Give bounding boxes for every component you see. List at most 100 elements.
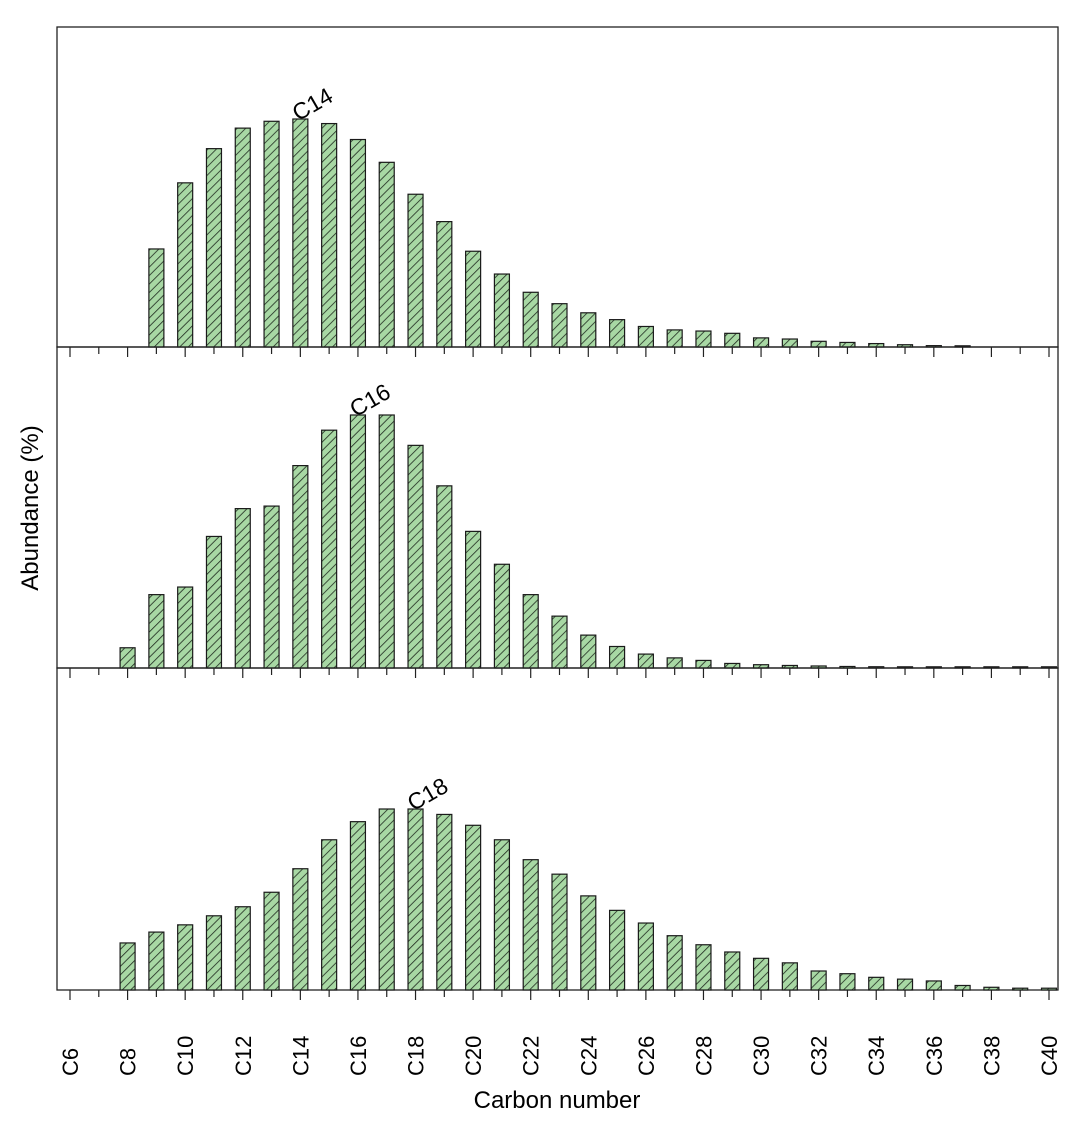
bar-C14 [292, 465, 309, 669]
bar-C39 [1012, 987, 1029, 991]
x-tick-label-C36: C36 [922, 1036, 947, 1076]
x-tick-label-C12: C12 [231, 1036, 256, 1076]
panel-middle: C16 [56, 346, 1059, 678]
bar-C15 [321, 839, 338, 991]
bar-C30 [752, 337, 770, 348]
bar-C16 [349, 821, 367, 991]
bar-C19 [436, 813, 453, 991]
x-tick-label-C20: C20 [461, 1036, 486, 1076]
bar-C31 [781, 338, 798, 348]
bar-C30 [752, 957, 770, 991]
panel-top: C14 [56, 26, 1059, 357]
bar-C36 [925, 980, 942, 991]
x-tick-label-C32: C32 [807, 1036, 832, 1076]
bar-C20 [465, 250, 482, 348]
x-tick-label-C10: C10 [173, 1036, 198, 1076]
x-tick-label-C38: C38 [979, 1036, 1004, 1076]
y-axis-title: Abundance (%) [17, 425, 44, 590]
bar-C22 [522, 859, 539, 991]
bar-C12 [234, 127, 251, 348]
bar-C28 [695, 659, 712, 669]
bar-C25 [608, 909, 626, 991]
bar-C17 [378, 414, 395, 669]
x-tick-label-C34: C34 [864, 1036, 889, 1076]
bar-C29 [724, 662, 741, 669]
bar-C27 [666, 935, 683, 991]
bar-C22 [522, 594, 539, 669]
bar-C35 [896, 978, 914, 991]
bar-C11 [205, 148, 223, 348]
bar-C25 [608, 319, 626, 348]
bar-C23 [551, 615, 568, 669]
bar-C23 [551, 873, 568, 991]
bar-C22 [522, 291, 539, 348]
bar-C10 [177, 924, 194, 991]
bar-C33 [839, 341, 856, 348]
bar-C18 [407, 444, 424, 669]
bar-C20 [465, 530, 482, 669]
bar-C29 [724, 951, 741, 991]
bar-C27 [666, 657, 683, 669]
bar-C34 [868, 976, 885, 991]
x-tick-label-C28: C28 [691, 1036, 716, 1076]
bar-C26 [637, 653, 654, 669]
x-tick-label-C14: C14 [288, 1036, 313, 1076]
bar-C8 [119, 647, 136, 669]
bar-C21 [493, 839, 511, 991]
bar-C12 [234, 906, 251, 991]
bar-C10 [177, 586, 194, 669]
bar-C40 [1040, 987, 1058, 991]
x-tick-label-C24: C24 [576, 1036, 601, 1076]
bar-C16 [349, 414, 367, 669]
panel-bottom: C18 [56, 667, 1059, 1000]
bar-C9 [148, 594, 165, 669]
bar-C14 [292, 118, 309, 348]
bar-C38 [983, 986, 1000, 991]
bar-C13 [263, 120, 280, 348]
bar-C16 [349, 138, 367, 348]
bar-C10 [177, 182, 194, 348]
x-tick-label-C40: C40 [1037, 1036, 1062, 1076]
bar-C17 [378, 808, 395, 991]
bar-C25 [608, 645, 626, 669]
bar-C31 [781, 962, 798, 991]
bar-C17 [378, 161, 395, 348]
x-tick-label-C30: C30 [749, 1036, 774, 1076]
bar-C8 [119, 942, 136, 991]
bar-C15 [321, 429, 338, 669]
bar-C24 [580, 634, 597, 669]
x-tick-label-C8: C8 [116, 1048, 141, 1076]
bar-C33 [839, 973, 856, 991]
bar-C9 [148, 931, 165, 991]
bar-C21 [493, 273, 511, 348]
x-axis-tick-labels: C6 C8 C10 C12 C14 C16 C18 C20 C22 C24 C26 C28 C30 C32… [58, 1036, 1062, 1076]
x-tick-label-C22: C22 [519, 1036, 544, 1076]
bar-C24 [580, 312, 597, 348]
bar-C21 [493, 563, 511, 669]
bar-C19 [436, 221, 453, 348]
bar-C12 [234, 508, 251, 669]
bar-C26 [637, 922, 654, 991]
x-tick-label-C16: C16 [346, 1036, 371, 1076]
x-axis-title: Carbon number [474, 1087, 641, 1114]
bar-C27 [666, 329, 683, 348]
bar-C13 [263, 505, 280, 669]
x-tick-label-C18: C18 [404, 1036, 429, 1076]
bar-C23 [551, 303, 568, 348]
bar-C19 [436, 485, 453, 669]
bar-C11 [205, 535, 223, 669]
bar-C13 [263, 891, 280, 991]
bar-C9 [148, 248, 165, 348]
bar-C29 [724, 332, 741, 348]
bar-C26 [637, 325, 654, 348]
bar-C28 [695, 944, 712, 991]
bar-C32 [810, 970, 827, 991]
bar-C11 [205, 915, 223, 991]
bar-C32 [810, 340, 827, 348]
bar-C15 [321, 122, 338, 348]
bar-C20 [465, 824, 482, 991]
bar-C18 [407, 808, 424, 991]
bar-C14 [292, 868, 309, 991]
